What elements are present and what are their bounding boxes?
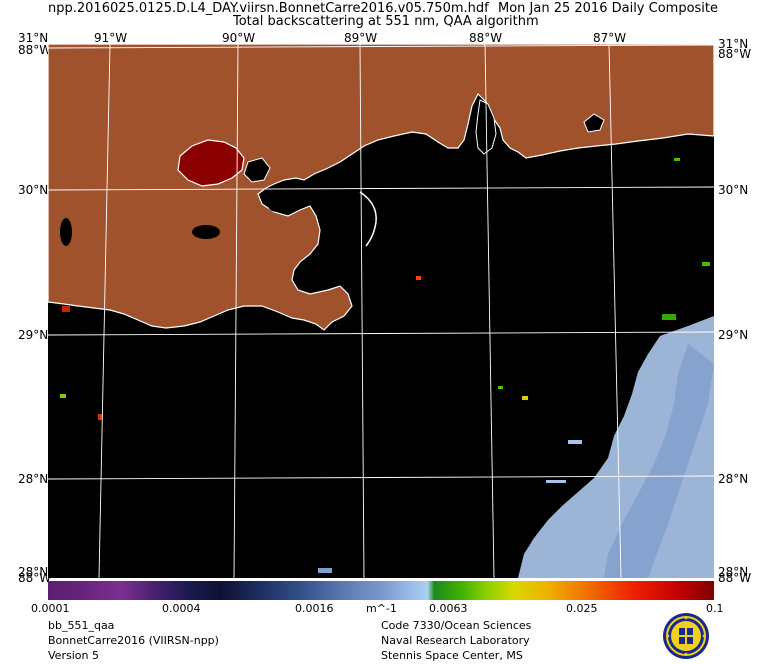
lat-label-right: 30°N [718, 183, 749, 197]
offshore-scatter [318, 568, 332, 573]
chlorophyll-spot [702, 262, 710, 266]
lat-label-right: 31°N [718, 37, 749, 51]
land-mass [48, 44, 714, 331]
colorbar-tick: 0.025 [566, 602, 598, 615]
lat-label-right: 29°N [718, 328, 749, 342]
footer-version: Version 5 [48, 649, 99, 662]
lon-label: 90°W [222, 31, 256, 45]
lat-label-right: 28°N [718, 472, 749, 486]
lon-label: 91°W [94, 31, 128, 45]
lon-label: 87°W [593, 31, 627, 45]
lon-label: 88°W [469, 31, 503, 45]
chlorophyll-spot [674, 158, 680, 161]
corner-lon-label: 88°W [718, 571, 752, 585]
footer-code: Code 7330/Ocean Sciences [381, 619, 532, 632]
colorbar-tick: 0.0001 [31, 602, 70, 615]
product-subtitle: Total backscattering at 551 nm, QAA algo… [233, 14, 539, 29]
chlorophyll-spot [662, 314, 676, 320]
lake-borgne [243, 157, 271, 183]
colorbar [48, 581, 714, 600]
coastal-inlet [583, 113, 605, 133]
composite-date: Mon Jan 25 2016 Daily Composite [498, 1, 719, 16]
plume-spot [62, 306, 70, 312]
chlorophyll-spot [522, 396, 528, 400]
footer-location: Stennis Space Center, MS [381, 649, 523, 662]
corner-lon-label: 88°W [18, 571, 52, 585]
lake [192, 225, 220, 239]
colorbar-tick: 0.1 [706, 602, 724, 615]
lat-label-left: 29°N [18, 328, 49, 342]
lat-label-right: 28°N [718, 565, 749, 579]
colorbar-tick: 0.0063 [429, 602, 468, 615]
footer-dataset: BonnetCarre2016 (VIIRSN-npp) [48, 634, 219, 647]
lake [60, 218, 72, 246]
footer-org: Naval Research Laboratory [381, 634, 530, 647]
lake-pontchartrain [177, 139, 245, 187]
colorbar-tick: 0.0004 [162, 602, 201, 615]
offshore-scatter [546, 480, 566, 483]
footer-product: bb_551_qaa [48, 619, 115, 632]
map-panel [48, 44, 714, 578]
chlorophyll-spot [498, 386, 503, 389]
graticule [48, 44, 714, 578]
filename: npp.2016025.0125.D.L4_DAY.viirsn.BonnetC… [48, 1, 489, 16]
lat-label-left: 28°N [18, 472, 49, 486]
lon-label: 89°W [344, 31, 378, 45]
plume-spot [416, 276, 421, 280]
lat-label-left: 30°N [18, 183, 49, 197]
nrl-seal [663, 613, 709, 659]
colorbar-tick: 0.0016 [295, 602, 334, 615]
file-title: npp.2016025.0125.D.L4_DAY.viirsn.BonnetC… [48, 2, 489, 16]
chlorophyll-spot [60, 394, 66, 398]
offshore-scatter [604, 344, 714, 578]
plume-spot [98, 414, 102, 420]
lat-label-left: 28°N [18, 565, 49, 579]
corner-lon-label: 88°W [718, 47, 752, 61]
lake [268, 200, 288, 212]
chandeleur-islands [359, 191, 377, 247]
colorbar-units: m^-1 [366, 602, 397, 615]
lat-label-left: 31°N [18, 31, 49, 45]
offshore-scatter [568, 440, 582, 444]
corner-lon-label: 88°W [18, 43, 52, 57]
